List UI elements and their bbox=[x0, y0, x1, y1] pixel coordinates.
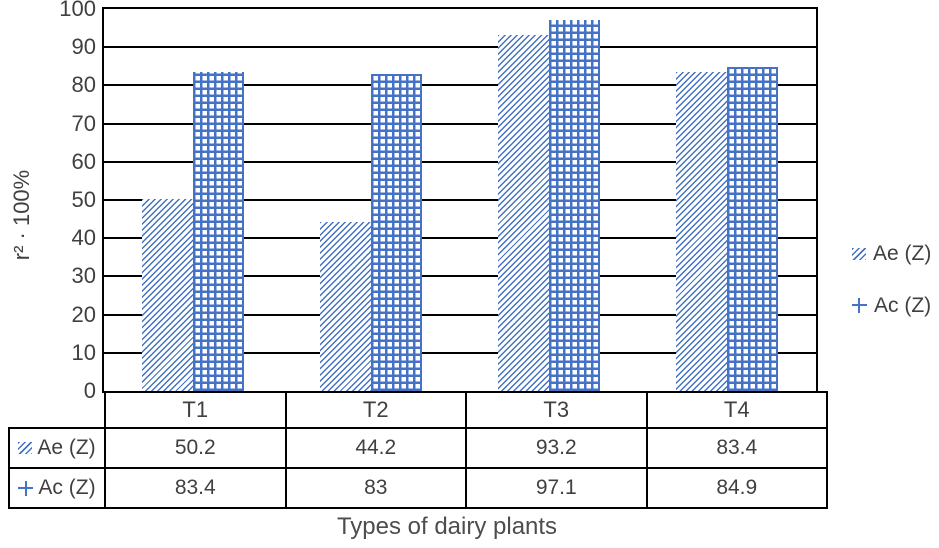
category-cell: T3 bbox=[465, 391, 648, 429]
y-axis-tick-label: 10 bbox=[71, 339, 96, 365]
gridline bbox=[104, 160, 816, 163]
value-cell: 84.9 bbox=[645, 467, 828, 509]
table-row: Ac (Z) 83.4 83 97.1 84.9 bbox=[8, 467, 828, 509]
legend-item: Ac (Z) bbox=[852, 293, 931, 318]
gridline bbox=[104, 313, 816, 316]
bar-ae-z-t3 bbox=[498, 34, 549, 391]
value-cell: 83 bbox=[284, 467, 467, 509]
plus-icon bbox=[852, 298, 867, 313]
value-cell: 50.2 bbox=[104, 427, 287, 469]
y-axis-tick-label: 90 bbox=[71, 34, 96, 60]
bar-ac-z-t4 bbox=[727, 66, 778, 391]
y-axis-tick-label: 40 bbox=[71, 225, 96, 251]
gridline bbox=[104, 46, 816, 49]
value-cell: 83.4 bbox=[104, 467, 287, 509]
legend: Ae (Z) Ac (Z) bbox=[852, 241, 931, 318]
table-row: Ae (Z) 50.2 44.2 93.2 83.4 bbox=[8, 427, 828, 469]
bar-ac-z-t3 bbox=[549, 20, 600, 391]
y-axis-tick-label: 80 bbox=[71, 72, 96, 98]
y-axis-tick-label: 0 bbox=[83, 378, 96, 403]
series-label: Ae (Z) bbox=[37, 436, 96, 459]
category-cell: T4 bbox=[645, 391, 828, 429]
y-axis-tick-label: 30 bbox=[71, 263, 96, 289]
value-cell: 44.2 bbox=[284, 427, 467, 469]
diagonal-hatch-icon bbox=[852, 247, 866, 260]
y-axis-tick-label: 50 bbox=[71, 187, 96, 212]
bar-ac-z-t1 bbox=[193, 72, 244, 391]
legend-label: Ae (Z) bbox=[873, 241, 932, 265]
gridline bbox=[104, 237, 816, 240]
bar-ae-z-t2 bbox=[320, 222, 371, 391]
gridline bbox=[104, 351, 816, 354]
diagonal-hatch-icon bbox=[18, 442, 33, 454]
y-axis-tick-label: 100 bbox=[59, 0, 96, 21]
series-label-cell: Ae (Z) bbox=[8, 427, 106, 469]
x-axis-title: Types of dairy plants bbox=[336, 513, 558, 540]
category-cell: T2 bbox=[284, 391, 467, 429]
y-axis-tick-label: 20 bbox=[71, 301, 96, 327]
table-corner-blank-cell bbox=[9, 392, 105, 428]
category-cell: T1 bbox=[104, 391, 287, 429]
series-label-cell: Ac (Z) bbox=[8, 467, 106, 509]
plot-area bbox=[102, 7, 818, 393]
series-key: Ae (Z) bbox=[11, 436, 103, 460]
y-axis-tick-label: 60 bbox=[71, 148, 96, 174]
y-axis-tick-label: 70 bbox=[71, 110, 96, 136]
value-cell: 83.4 bbox=[645, 427, 828, 469]
table-row: T1 T2 T3 T4 bbox=[9, 391, 828, 429]
value-cell: 93.2 bbox=[465, 427, 648, 469]
gridline bbox=[104, 275, 816, 278]
bar-ae-z-t4 bbox=[676, 72, 727, 391]
gridline bbox=[104, 84, 816, 87]
value-cell: 97.1 bbox=[465, 467, 648, 509]
gridline bbox=[104, 122, 816, 125]
legend-label: Ac (Z) bbox=[874, 293, 932, 317]
series-label: Ac (Z) bbox=[38, 476, 96, 499]
bar-ac-z-t2 bbox=[371, 73, 422, 391]
plus-icon bbox=[18, 480, 34, 496]
series-key: Ac (Z) bbox=[11, 476, 103, 500]
gridline bbox=[104, 199, 816, 201]
legend-item: Ae (Z) bbox=[852, 241, 931, 266]
bar-ae-z-t1 bbox=[142, 199, 193, 391]
data-table: T1 T2 T3 T4 Ae (Z) 50.2 44.2 93.2 83.4 Ac (Z) 83.4… bbox=[8, 391, 828, 509]
